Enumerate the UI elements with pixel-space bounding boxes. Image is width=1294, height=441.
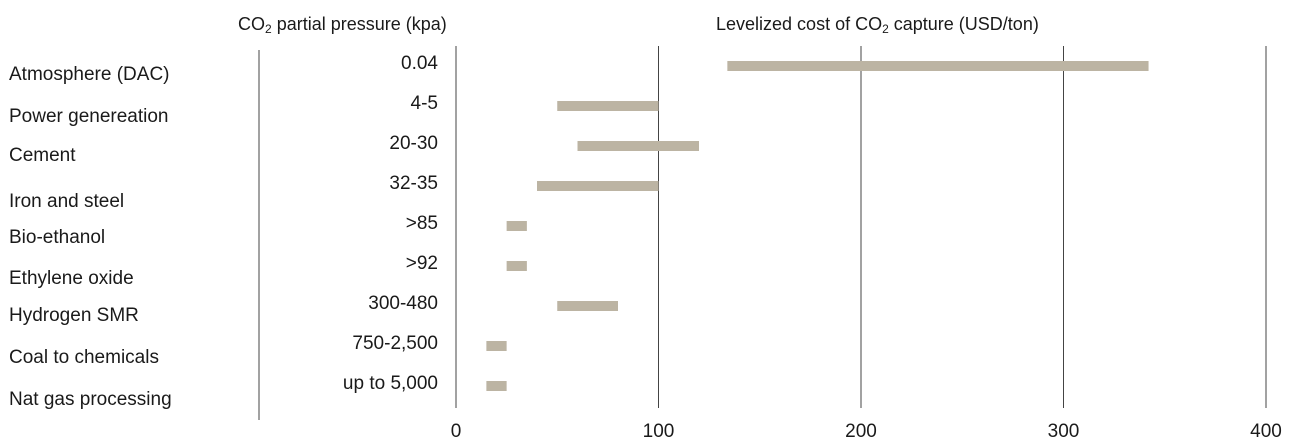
- category-label: Bio-ethanol: [9, 227, 106, 248]
- cost-axis-header: Levelized cost of CO2 capture (USD/ton): [716, 14, 1039, 36]
- category-label: Nat gas processing: [9, 389, 172, 410]
- pressure-column-header: CO2 partial pressure (kpa): [238, 14, 447, 36]
- range-bar-8: [486, 381, 507, 391]
- x-tick-label-200: 200: [845, 421, 877, 441]
- category-label: Atmosphere (DAC): [9, 64, 170, 85]
- category-label: Hydrogen SMR: [9, 305, 139, 326]
- pressure-value: 750-2,500: [352, 333, 438, 354]
- range-bar-3: [537, 181, 659, 191]
- range-bar-6: [557, 301, 618, 311]
- x-tick-label-300: 300: [1048, 421, 1080, 441]
- pressure-value: 4-5: [410, 93, 438, 114]
- range-bar-5: [506, 261, 527, 271]
- pressure-value: 0.04: [401, 53, 438, 74]
- x-tick-label-100: 100: [643, 421, 675, 441]
- range-bar-7: [486, 341, 507, 351]
- x-tick-label-0: 0: [451, 421, 462, 441]
- category-label: Coal to chemicals: [9, 347, 159, 368]
- pressure-value: 300-480: [368, 293, 438, 314]
- pressure-value: >92: [405, 253, 438, 274]
- range-bar-4: [506, 221, 527, 231]
- category-label: Iron and steel: [9, 191, 125, 212]
- pressure-value: >85: [405, 213, 438, 234]
- pressure-value: up to 5,000: [342, 373, 438, 394]
- pressure-value: 32-35: [389, 173, 438, 194]
- pressure-value: 20-30: [389, 133, 438, 154]
- range-bar-1: [557, 101, 659, 111]
- range-bar-0: [727, 61, 1149, 71]
- category-label: Power genereation: [9, 106, 169, 127]
- x-tick-label-400: 400: [1250, 421, 1282, 441]
- category-label: Cement: [9, 145, 76, 166]
- category-label: Ethylene oxide: [9, 268, 134, 289]
- range-bar-2: [577, 141, 699, 151]
